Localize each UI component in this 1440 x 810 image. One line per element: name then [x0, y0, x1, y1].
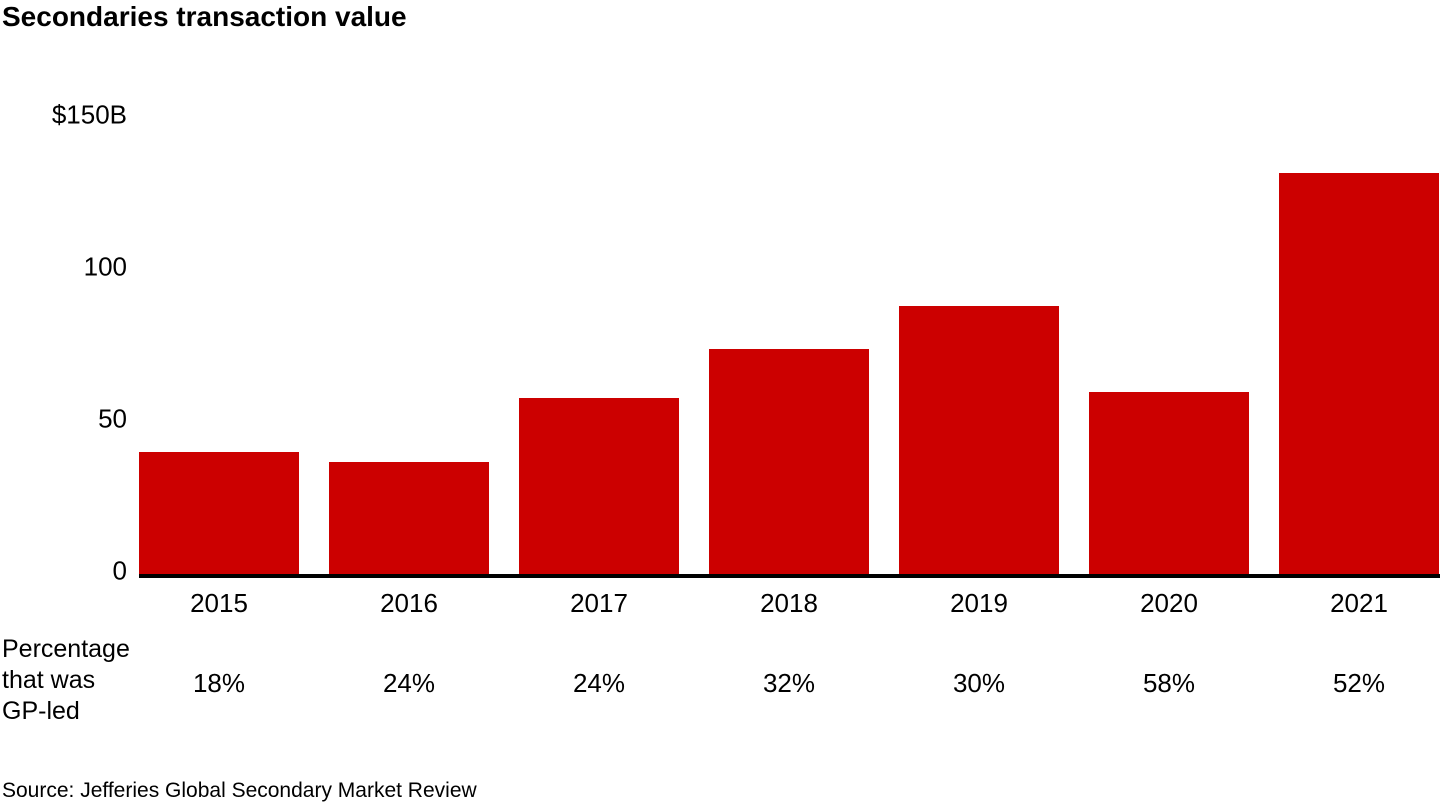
gp-led-row-label-line2: that was [2, 666, 96, 694]
gp-led-percentage-2019: 30% [952, 668, 1006, 698]
gp-led-percentage-2020: 58% [1142, 668, 1196, 698]
gp-led-row-label-line3: GP-led [2, 697, 80, 725]
bar-2016 [329, 462, 489, 574]
source-note: Source: Jefferies Global Secondary Marke… [2, 779, 477, 802]
x-axis-label-2015: 2015 [190, 588, 248, 618]
y-axis-tick-50: 50 [98, 403, 127, 434]
x-axis-label-2020: 2020 [1140, 588, 1198, 618]
chart-title: Secondaries transaction value [2, 1, 407, 32]
y-axis-tick-150: $150B [51, 99, 127, 130]
bar-2018 [709, 349, 869, 574]
x-axis-label-2019: 2019 [950, 588, 1008, 618]
y-axis-tick-0: 0 [112, 555, 127, 586]
bar-2015 [139, 452, 299, 574]
gp-led-percentage-2016: 24% [382, 668, 436, 698]
gp-led-percentage-2021: 52% [1332, 668, 1386, 698]
x-axis-label-2016: 2016 [380, 588, 438, 618]
gp-led-percentage-2015: 18% [192, 668, 246, 698]
bar-2021 [1279, 173, 1439, 574]
gp-led-percentage-2018: 32% [762, 668, 816, 698]
bar-2020 [1089, 392, 1249, 574]
bar-2019 [899, 306, 1059, 574]
x-axis-label-2021: 2021 [1330, 588, 1388, 618]
gp-led-row-label-line1: Percentage [2, 635, 130, 663]
x-axis-line [139, 574, 1440, 578]
y-axis-tick-100: 100 [83, 251, 127, 282]
bar-2017 [519, 398, 679, 574]
gp-led-row-label: Percentage that was GP-led [2, 634, 130, 727]
gp-led-percentage-2017: 24% [572, 668, 626, 698]
x-axis-label-2017: 2017 [570, 588, 628, 618]
x-axis-label-2018: 2018 [760, 588, 818, 618]
